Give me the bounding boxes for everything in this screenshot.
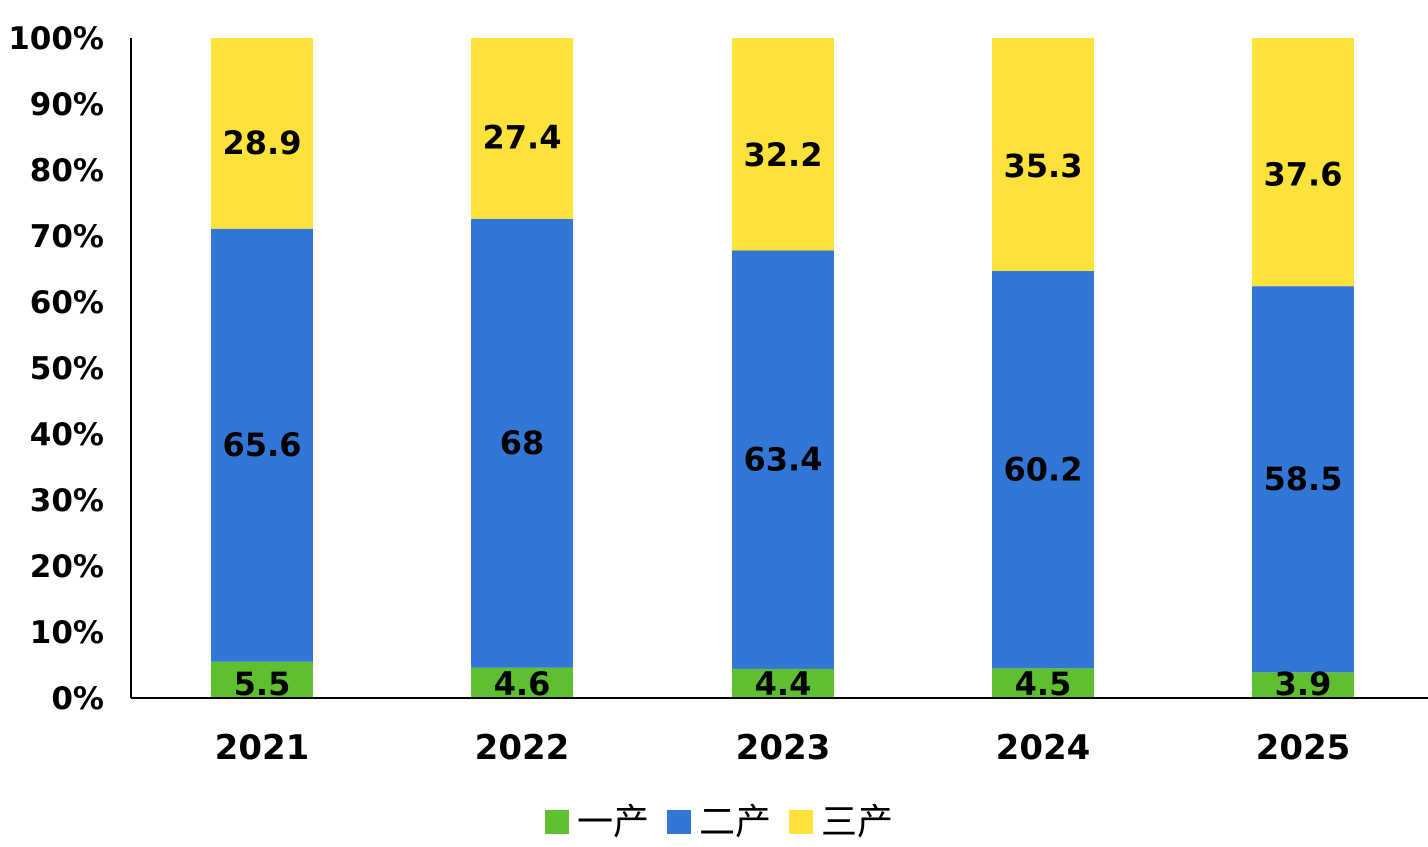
y-tick-label: 70% <box>30 219 104 255</box>
data-label: 35.3 <box>1004 147 1083 185</box>
y-axis-tick-labels: 0% 10% 20% 30% 40% 50% 60% 70% 80% 90% 100% <box>8 21 104 717</box>
data-label: 58.5 <box>1264 460 1343 498</box>
bar-segment <box>211 661 313 698</box>
x-tick-label: 2024 <box>996 728 1091 768</box>
y-tick-label: 50% <box>30 351 104 387</box>
legend-swatch <box>789 810 813 834</box>
bar-segment <box>211 38 313 229</box>
x-tick-label: 2022 <box>475 728 570 768</box>
legend-swatch <box>545 810 569 834</box>
y-tick-label: 0% <box>51 681 104 717</box>
y-tick-label: 90% <box>30 87 104 123</box>
bar-segment <box>471 667 573 698</box>
data-label: 68 <box>500 424 545 462</box>
legend-swatch <box>667 810 691 834</box>
x-tick-label: 2023 <box>736 728 831 768</box>
y-tick-label: 10% <box>30 615 104 651</box>
x-tick-label: 2025 <box>1256 728 1351 768</box>
data-label: 37.6 <box>1264 155 1343 193</box>
legend: 一产 二产 三产 <box>545 802 893 843</box>
legend-label: 一产 <box>577 802 649 843</box>
x-axis-category-labels: 2021 2022 2023 2024 2025 <box>215 728 1351 768</box>
data-label: 3.9 <box>1275 665 1332 703</box>
bar-segment <box>1252 38 1354 287</box>
y-tick-label: 80% <box>30 153 104 189</box>
data-label: 63.4 <box>744 441 823 479</box>
x-tick-label: 2021 <box>215 728 310 768</box>
bar-segment <box>992 668 1094 698</box>
bar-segment <box>211 228 313 662</box>
bar-segment <box>992 38 1094 271</box>
bar-segment <box>992 270 1094 669</box>
legend-label: 二产 <box>699 802 771 843</box>
legend-label: 三产 <box>821 802 893 843</box>
bar-segment <box>471 38 573 219</box>
data-labels: 5.5 65.6 28.9 4.6 68 27.4 4.4 63.4 32.2 4.5 60.2 35… <box>223 118 1343 703</box>
bar-segment <box>471 218 573 668</box>
bar-segment <box>732 38 834 251</box>
y-tick-label: 100% <box>8 21 104 57</box>
plot-area <box>211 38 1354 698</box>
data-label: 27.4 <box>483 118 562 156</box>
y-tick-label: 30% <box>30 483 104 519</box>
data-label: 32.2 <box>744 136 823 174</box>
data-label: 65.6 <box>223 426 302 464</box>
data-label: 5.5 <box>234 665 291 703</box>
data-label: 4.6 <box>494 665 551 703</box>
bar-segment <box>732 250 834 669</box>
data-label: 60.2 <box>1004 451 1083 489</box>
y-tick-label: 40% <box>30 417 104 453</box>
data-label: 4.4 <box>755 665 812 703</box>
y-tick-label: 20% <box>30 549 104 585</box>
bar-segment <box>732 668 834 698</box>
data-label: 28.9 <box>223 124 302 162</box>
bar-segment <box>1252 672 1354 698</box>
data-label: 4.5 <box>1015 665 1072 703</box>
bar-segment <box>1252 286 1354 673</box>
y-tick-label: 60% <box>30 285 104 321</box>
